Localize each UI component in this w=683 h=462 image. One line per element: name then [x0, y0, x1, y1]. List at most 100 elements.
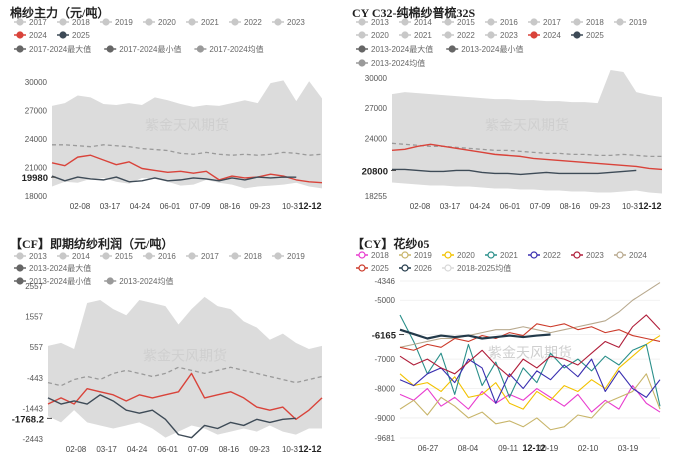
y-tick-label: 21000 — [25, 164, 48, 173]
legend-swatch-marker — [358, 18, 366, 26]
legend-label: 2016 — [158, 252, 176, 261]
chart-panel-yarn-cotton-spread: 2018 2019 2020 2021 2022 2023 2024 2025 2026 2018… — [342, 231, 683, 462]
x-tick-label: 06-01 — [157, 445, 178, 454]
chart-legend: 2017 2018 2019 2020 2021 2022 2023 2024 2025 2017… — [14, 18, 305, 54]
y-tick-label: 27000 — [365, 104, 388, 113]
x-tick-label-mid: 12-12 — [522, 443, 545, 453]
x-tick-label: 02-08 — [410, 202, 431, 211]
legend-swatch-marker — [16, 45, 24, 53]
y-tick-label: -7000 — [375, 355, 396, 364]
legend-swatch-marker — [16, 252, 24, 260]
chart-canvas: 2018 2019 2020 2021 2022 2023 2024 2025 2026 2018… — [356, 251, 661, 453]
current-value-badge — [0, 412, 46, 425]
chart-canvas: 2013 2014 2015 2016 2017 2018 2019 2020 2021 2022… — [354, 18, 663, 211]
y-tick-label: 2557 — [25, 282, 43, 291]
legend-swatch-marker — [401, 18, 409, 26]
legend-swatch-marker — [401, 251, 409, 259]
series-line-mean — [47, 366, 323, 387]
legend-swatch-marker — [358, 251, 366, 259]
legend-label: 2019 — [115, 18, 133, 27]
legend-label: 2013 — [29, 252, 47, 261]
legend-swatch-marker — [231, 18, 239, 26]
legend-label: 2019 — [414, 251, 432, 260]
legend-swatch-marker — [530, 251, 538, 259]
legend-swatch-marker — [16, 264, 24, 272]
x-tick-label: 08-04 — [458, 444, 479, 453]
legend-swatch-marker — [188, 252, 196, 260]
legend-swatch-marker — [358, 59, 366, 67]
x-tick-label: 10-3 — [282, 202, 299, 211]
legend-swatch-marker — [487, 18, 495, 26]
chart-title: CY C32-纯棉纱普梳32S — [352, 6, 476, 20]
y-tick-label: 1557 — [25, 313, 43, 322]
legend-label: 2016 — [500, 18, 518, 27]
y-tick-label: 27000 — [25, 107, 48, 116]
current-value-badge — [354, 164, 390, 177]
legend-swatch-marker — [530, 31, 538, 39]
legend-swatch-marker — [444, 18, 452, 26]
legend-label: 2013-2024最大值 — [29, 263, 91, 273]
legend-label: 2025 — [72, 31, 90, 40]
legend-swatch-marker — [145, 18, 153, 26]
legend-label: 2024 — [629, 251, 647, 260]
x-tick-label: 07-09 — [188, 445, 209, 454]
x-tick-label: 09-23 — [249, 445, 270, 454]
chart-panel-cotton-yarn-main: 2017 2018 2019 2020 2021 2022 2023 2024 2025 2017… — [0, 0, 341, 231]
legend-label: 2023 — [586, 251, 604, 260]
current-value-badge — [14, 171, 50, 184]
y-tick-label: 24000 — [365, 134, 388, 143]
y-tick-label: 18000 — [25, 192, 48, 201]
legend-label: 2024 — [29, 31, 47, 40]
chart-legend: 2013 2014 2015 2016 2017 2018 2019 2013-2024最大值… — [14, 252, 305, 286]
legend-label: 2018 — [244, 252, 262, 261]
legend-label: 2021 — [414, 31, 432, 40]
chart-panel-cy-c32: 2013 2014 2015 2016 2017 2018 2019 2020 2021 2022… — [342, 0, 683, 231]
chart-title: 【CF】即期纺纱利润（元/吨） — [10, 237, 174, 251]
legend-swatch-marker — [16, 18, 24, 26]
legend-swatch-marker — [401, 264, 409, 272]
legend-swatch-marker — [59, 31, 67, 39]
legend-label: 2013 — [371, 18, 389, 27]
watermark-text: 紫金天风期货 — [485, 117, 569, 134]
series-line-2023 — [399, 314, 661, 378]
legend-swatch-marker — [106, 277, 114, 285]
series-line-2024 — [47, 372, 323, 421]
x-tick-label: 06-27 — [418, 444, 439, 453]
y-tick-label: 24000 — [25, 135, 48, 144]
legend-label: 2021 — [500, 251, 518, 260]
legend-label: 2017 — [543, 18, 561, 27]
legend-swatch-marker — [444, 31, 452, 39]
legend-label: 2015 — [115, 252, 133, 261]
legend-swatch-marker — [573, 251, 581, 259]
x-tick-label-last: 12-12 — [638, 201, 661, 211]
legend-label: 2025 — [371, 264, 389, 273]
legend-label: 2020 — [371, 31, 389, 40]
legend-swatch-marker — [196, 45, 204, 53]
current-value-label: -1768.2 — [12, 414, 44, 425]
legend-label: 2013-2024最小值 — [29, 276, 91, 286]
series-line-2025 — [399, 323, 661, 351]
legend-label: 2018 — [586, 18, 604, 27]
legend-label: 2017 — [29, 18, 47, 27]
series-line-mean — [391, 142, 662, 158]
legend-label: 2026 — [414, 264, 432, 273]
legend-label: 2024 — [543, 31, 561, 40]
legend-label: 2019 — [287, 252, 305, 261]
series-line-2025 — [47, 394, 296, 439]
y-tick-label: 18255 — [365, 192, 388, 201]
x-tick-label: 02-10 — [578, 444, 599, 453]
legend-label: 2017-2024均值 — [209, 44, 263, 54]
series-line-2019 — [399, 373, 661, 431]
legend-swatch-marker — [274, 252, 282, 260]
legend-swatch-marker — [16, 31, 24, 39]
series-line-2024 — [51, 154, 323, 184]
series-line-2021 — [399, 314, 661, 407]
y-tick-label: 30000 — [25, 78, 48, 87]
legend-swatch-marker — [102, 18, 110, 26]
legend-swatch-marker — [16, 277, 24, 285]
current-value-badge — [362, 328, 398, 341]
series-line-2025 — [392, 168, 637, 176]
legend-swatch-marker — [487, 251, 495, 259]
x-tick-label: 10-19 — [538, 444, 559, 453]
x-tick-label: 08-16 — [560, 202, 581, 211]
